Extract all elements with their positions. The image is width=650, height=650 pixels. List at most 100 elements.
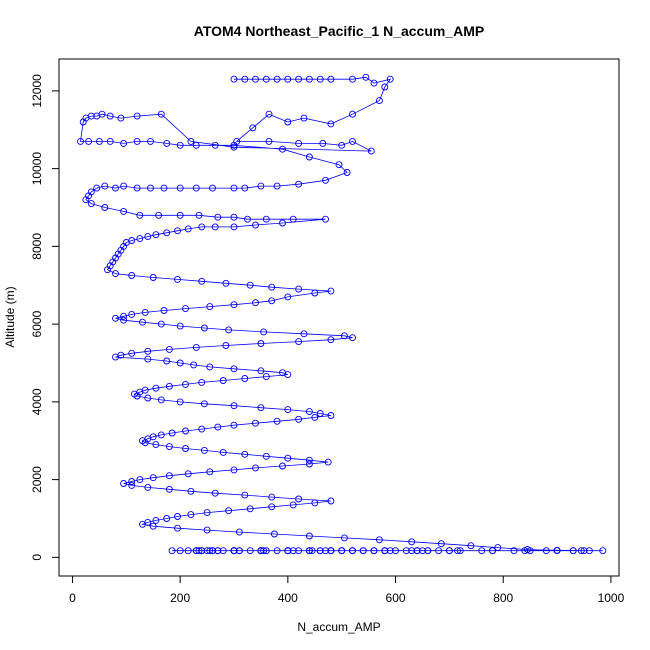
data-point (295, 285, 303, 293)
data-point (252, 221, 259, 229)
data-point (340, 332, 348, 340)
data-point (260, 547, 268, 555)
data-point (85, 137, 93, 145)
x-tick-label: 800 (493, 591, 513, 605)
data-point (257, 182, 265, 190)
data-point (120, 182, 128, 190)
data-point (230, 421, 238, 429)
data-point (260, 328, 268, 336)
plot-frame (58, 58, 620, 577)
data-point (316, 75, 324, 83)
data-point (230, 141, 238, 149)
data-point (198, 547, 206, 555)
data-point (77, 137, 84, 145)
data-point (273, 182, 281, 190)
data-point (241, 491, 249, 499)
data-point (176, 141, 184, 149)
data-point (262, 75, 270, 83)
y-tick-label: 8000 (30, 233, 44, 260)
y-tick-label: 0 (30, 554, 44, 561)
data-point (424, 547, 432, 555)
data-point (270, 530, 278, 538)
data-point (214, 213, 222, 221)
y-tick-label: 6000 (30, 310, 44, 337)
data-point (165, 472, 173, 480)
data-point (585, 547, 593, 555)
data-point (230, 365, 238, 373)
data-point (128, 310, 136, 318)
data-point (230, 213, 238, 221)
data-point (553, 547, 561, 555)
data-point (200, 324, 208, 332)
data-point (165, 345, 173, 353)
data-point (235, 547, 243, 555)
data-point (165, 443, 173, 451)
data-point (120, 139, 128, 147)
data-point (192, 141, 200, 149)
data-point (165, 485, 173, 493)
data-point (241, 450, 249, 458)
data-point (305, 532, 313, 540)
data-point (106, 137, 114, 145)
data-point (262, 452, 270, 460)
data-point (295, 547, 303, 555)
data-point (308, 547, 316, 555)
data-point (144, 483, 152, 491)
data-point (521, 547, 529, 555)
data-point (211, 141, 219, 149)
data-point (206, 547, 214, 555)
data-point (198, 378, 206, 386)
data-point (182, 380, 189, 388)
data-point (222, 279, 230, 287)
data-point (526, 547, 534, 555)
data-point (375, 536, 383, 544)
data-point (192, 343, 200, 351)
data-point (295, 495, 303, 503)
data-point (120, 207, 128, 215)
data-point (284, 406, 292, 414)
data-point (359, 547, 367, 555)
x-tick-label: 0 (69, 591, 76, 605)
data-point (279, 145, 286, 153)
data-point (257, 404, 265, 412)
data-point (327, 287, 335, 295)
y-tick-label: 2000 (30, 466, 44, 493)
data-point (187, 137, 195, 145)
data-point (211, 489, 219, 497)
data-point (139, 520, 146, 528)
data-point (144, 347, 152, 355)
data-point (246, 281, 254, 289)
data-point (305, 408, 313, 416)
x-axis-label: N_accum_AMP (297, 620, 380, 634)
data-point (413, 547, 421, 555)
data-point (149, 474, 157, 482)
data-point (152, 384, 160, 392)
data-point (144, 394, 152, 402)
data-point (327, 120, 335, 128)
data-point (268, 297, 276, 305)
data-point (200, 400, 208, 408)
data-point (174, 524, 181, 532)
data-point (316, 410, 324, 417)
data-point (305, 153, 313, 161)
data-point (265, 137, 273, 145)
data-point (305, 75, 313, 83)
data-point (209, 547, 216, 555)
data-point (174, 513, 181, 520)
data-point (262, 215, 270, 223)
data-point (324, 458, 332, 466)
data-point (192, 547, 200, 555)
data-point (157, 431, 165, 439)
data-point (445, 547, 453, 555)
data-point (117, 114, 125, 122)
data-point (454, 547, 461, 555)
data-point (225, 507, 233, 515)
data-point (133, 112, 141, 120)
data-point (211, 223, 219, 231)
data-point (241, 75, 249, 83)
data-point (338, 141, 346, 149)
data-point (408, 538, 416, 546)
data-point (147, 137, 154, 145)
data-point (300, 114, 308, 122)
